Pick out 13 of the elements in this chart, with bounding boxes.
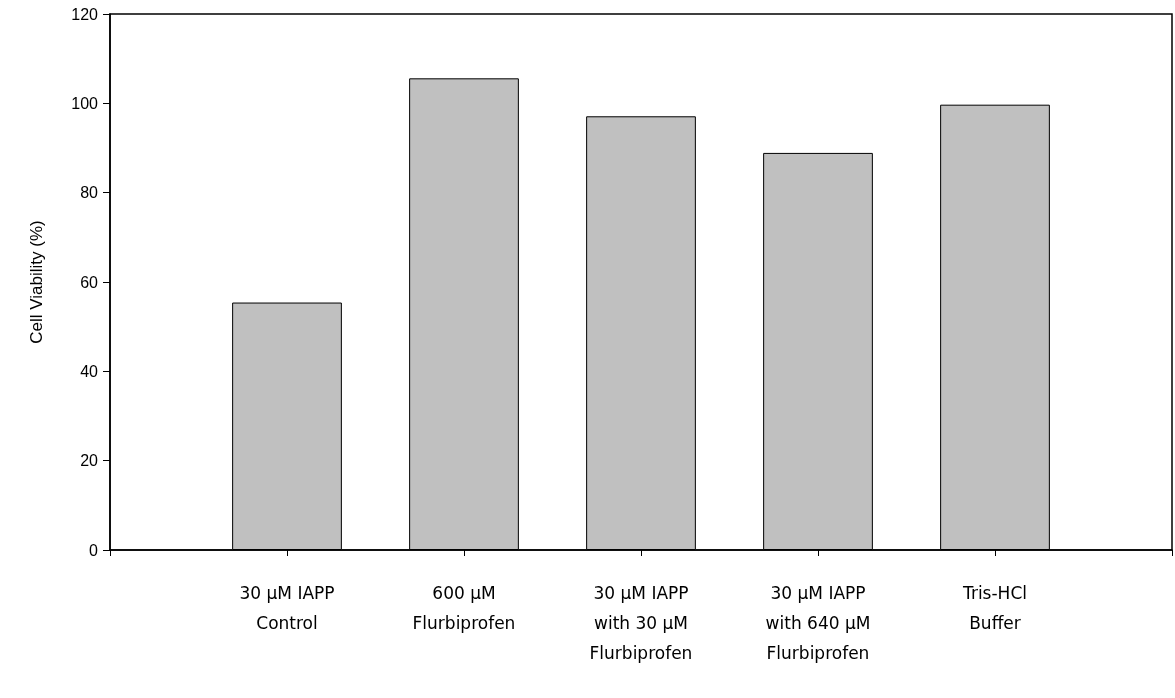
y-axis-title: Cell Viability (%)	[27, 220, 46, 344]
y-tick-label: 20	[80, 452, 99, 470]
y-tick-label: 0	[89, 541, 99, 559]
x-tick-label: 30 μM IAPP with 640 μM Flurbiprofen	[765, 583, 871, 663]
x-tick-label: Tris-HCl Buffer	[962, 583, 1027, 633]
y-tick-label: 80	[80, 184, 99, 202]
x-tick-label: 30 μM IAPP Control	[239, 583, 335, 633]
y-tick-label: 60	[80, 273, 99, 291]
x-tick-label: 30 μM IAPP with 30 μM Flurbiprofen	[589, 583, 693, 663]
y-tick-label: 100	[71, 94, 99, 112]
y-tick-label: 120	[71, 5, 99, 23]
y-tick-label: 40	[80, 362, 99, 380]
x-tick-label: 600 μM Flurbiprofen	[412, 583, 516, 633]
